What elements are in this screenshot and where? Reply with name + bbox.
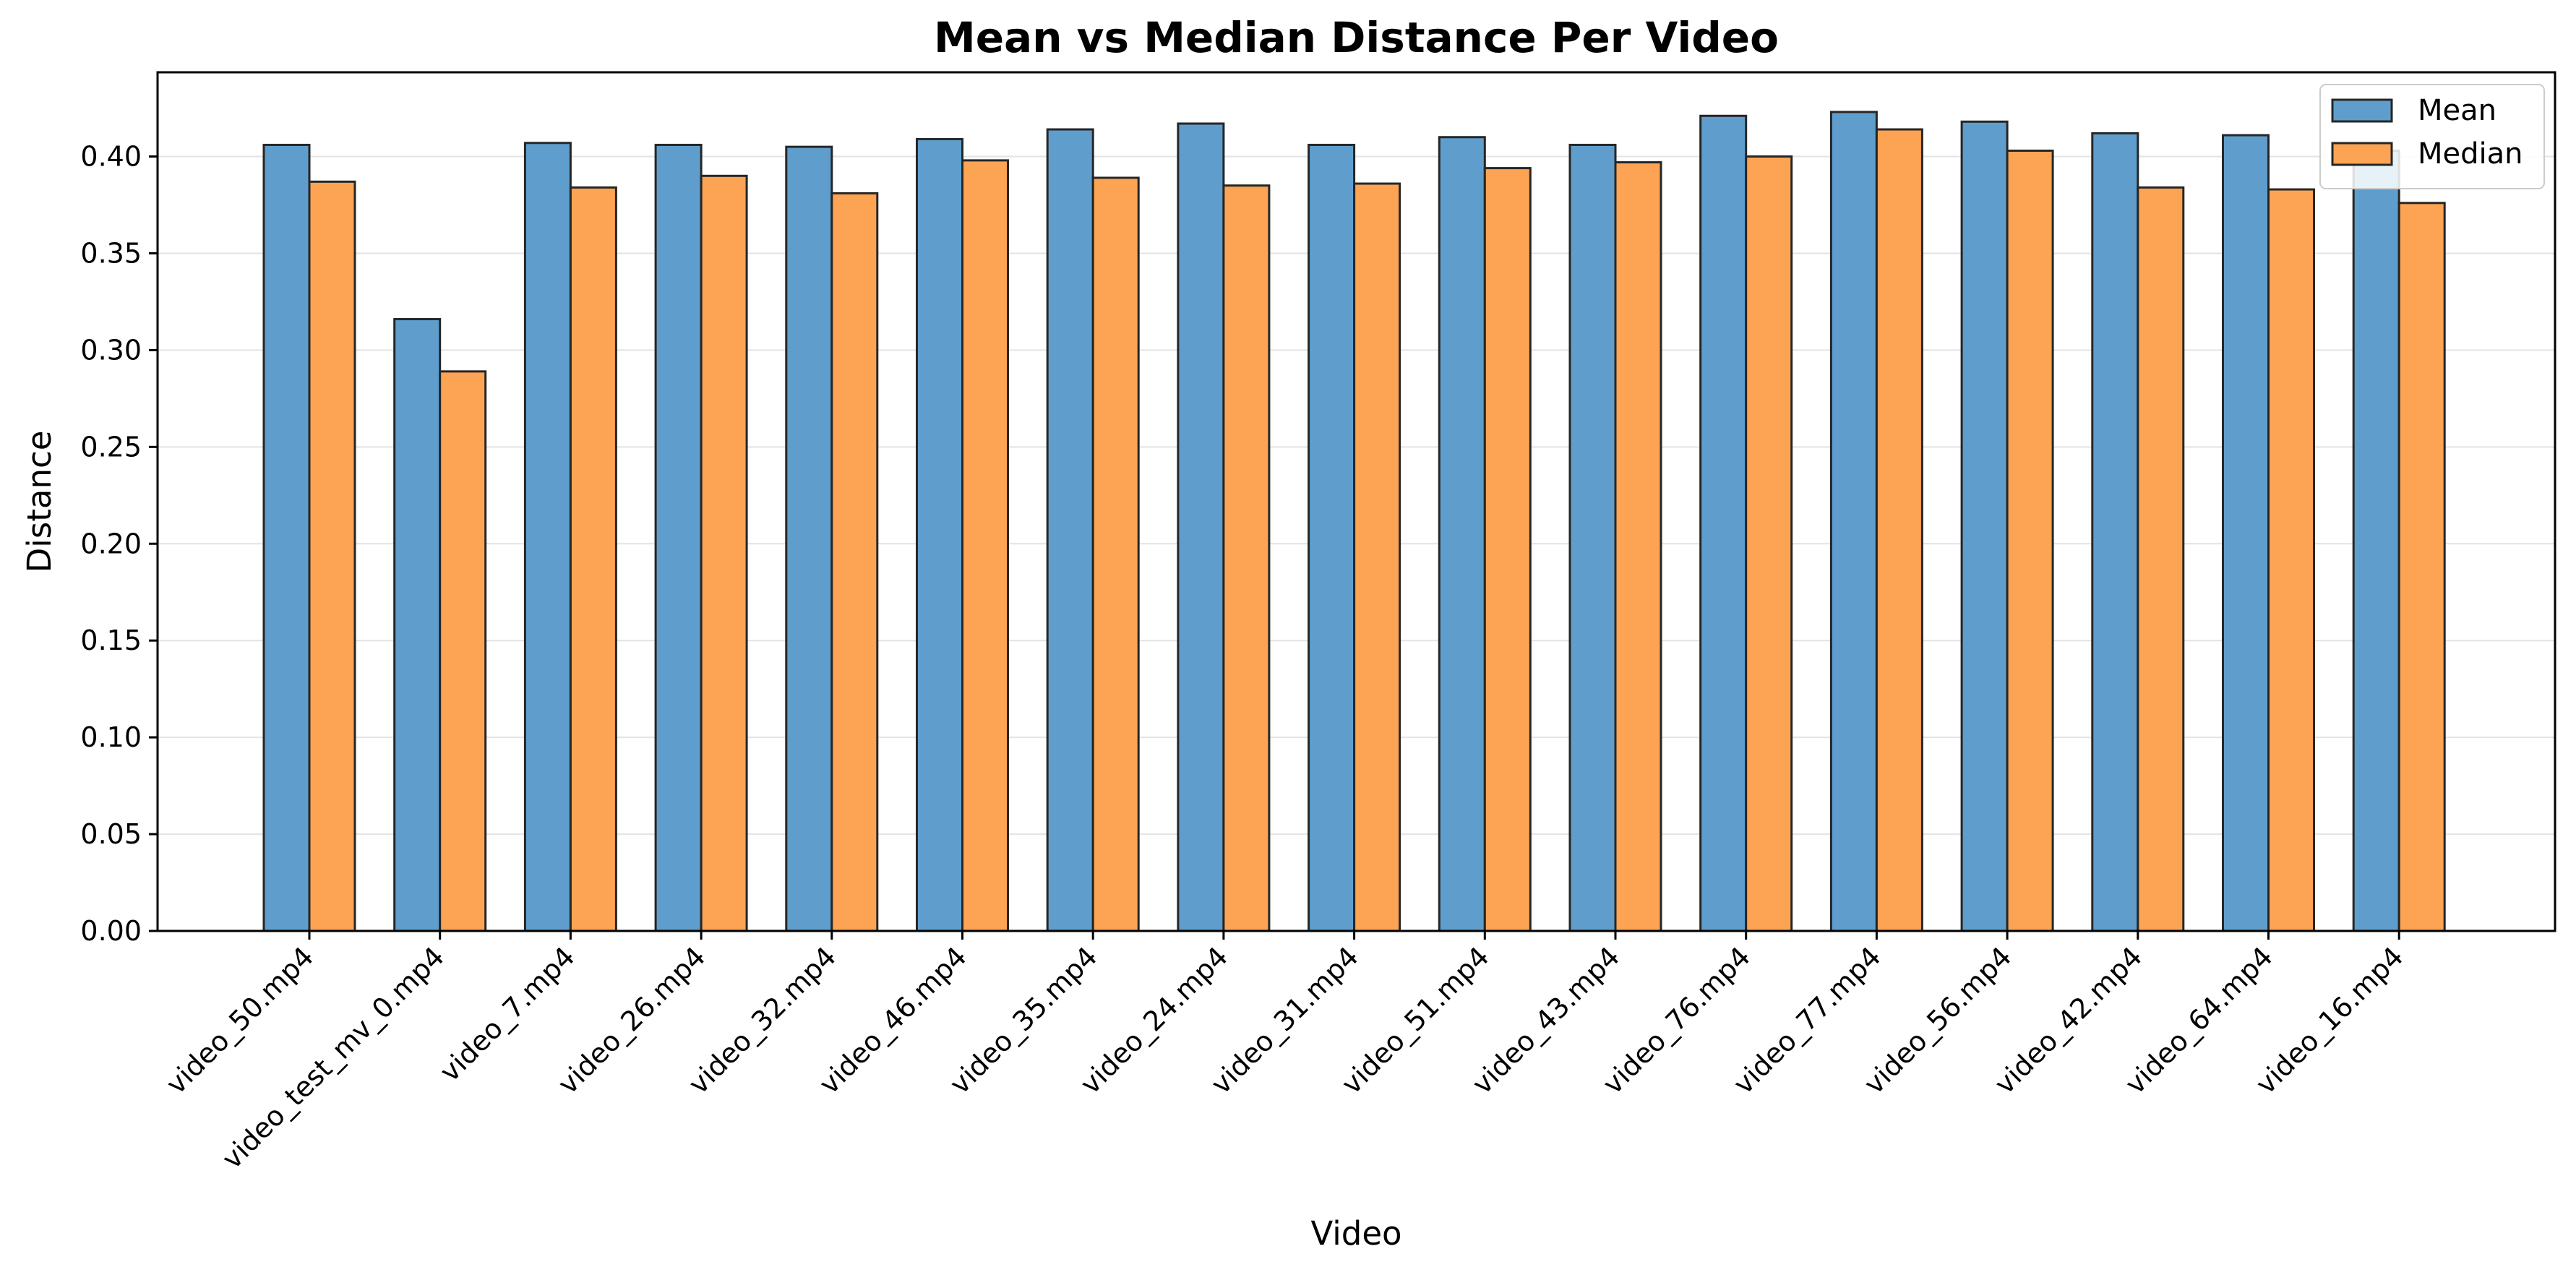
bar-mean [1568,143,1617,932]
y-axis-label: Distance [20,431,59,573]
y-axis-ticks: 0.00 0.05 0.10 0.15 0.20 0.25 0.30 0.35 0.40 [80,141,158,947]
bar-mean [523,142,572,932]
bar-median [2006,149,2054,932]
bar-median [2267,188,2315,932]
bar-median [1875,128,1923,932]
bar-median [1353,182,1401,932]
bar-mean [262,143,311,932]
y-tick-label: 0.10 [80,721,142,753]
y-tick-label: 0.25 [80,431,142,463]
bar-mean [916,137,963,932]
y-tick-label: 0.20 [80,528,142,559]
legend: Mean Median [2319,84,2545,189]
legend-swatch-median [2331,142,2393,166]
legend-label-mean: Mean [2418,94,2496,127]
bar-median [1091,176,1140,932]
bar-median [439,370,487,932]
plot-frame [156,71,2556,932]
bar-median [700,174,748,932]
bar-median [2397,202,2446,932]
y-tick-label: 0.15 [80,624,142,656]
x-tick-label: video_test_mv_0.mp4 [216,940,450,1175]
bar-median [961,159,1009,932]
bar-mean [1308,143,1356,932]
bar-mean [1829,111,1878,932]
bar-mean [2222,134,2270,932]
bar-median [1222,184,1271,932]
bar-mean [1046,128,1094,932]
y-tick-label: 0.30 [80,334,142,366]
x-tick-label: video_7.mp4 [434,940,581,1088]
y-tick-label: 0.05 [80,818,142,850]
bar-mean [2352,149,2400,932]
bar-mean [785,145,833,932]
bar-mean [1960,120,2009,932]
y-tick-label: 0.40 [80,141,142,173]
bar-median [308,180,356,932]
bar-mean [393,318,442,932]
bar-mean [1699,114,1748,932]
bar-median [1745,155,1793,932]
chart-title: Mean vs Median Distance Per Video [934,13,1779,62]
bars [262,111,2446,932]
bar-mean [654,143,703,932]
bar-mean [1177,122,1225,932]
x-axis-label: Video [1310,1214,1401,1253]
bar-mean [1438,136,1486,932]
bar-median [1614,161,1662,932]
bar-median [1483,167,1532,932]
bar-median [569,186,617,932]
legend-label-median: Median [2418,137,2523,171]
y-tick-label: 0.35 [80,237,142,269]
bar-mean [2091,132,2139,932]
bar-median [2137,186,2185,932]
legend-swatch-mean [2331,98,2393,123]
bar-median [830,192,879,932]
y-tick-label: 0.00 [80,915,142,947]
x-axis-ticks: video_50.mp4video_test_mv_0.mp4video_7.m… [160,931,2410,1175]
